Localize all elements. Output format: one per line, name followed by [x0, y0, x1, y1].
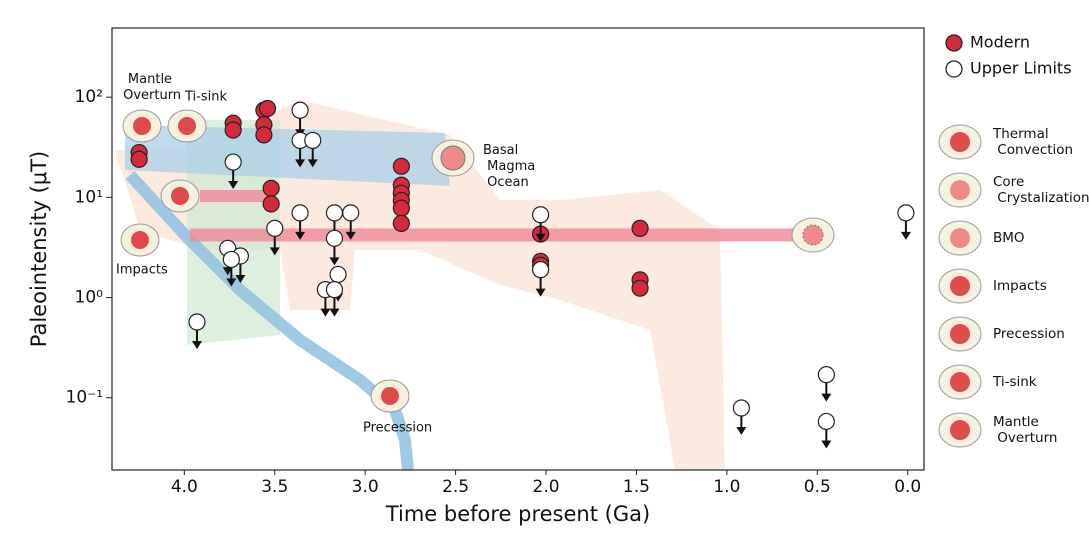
limit-arrow-head: [320, 308, 331, 317]
mechanism-label: Precession: [993, 326, 1065, 342]
x-tick-label: 0.5: [804, 477, 831, 497]
x-axis-label: Time before present (Ga): [385, 502, 650, 526]
limit-arrow-head: [535, 288, 546, 297]
data-point: [817, 412, 835, 431]
data-point: [532, 206, 550, 224]
legend-label: Upper Limits: [970, 59, 1072, 78]
annotation: Ti-sink: [184, 90, 227, 105]
y-axis-label: Paleointensity (μT): [27, 151, 51, 348]
data-point: [325, 281, 344, 299]
x-tick-label: 3.0: [352, 477, 379, 497]
annotation: Impacts: [116, 263, 168, 278]
x-tick-label: 2.0: [533, 477, 560, 497]
mechanism-icons: [120, 109, 835, 413]
legend-icon-core: [950, 324, 970, 344]
limit-arrow-head: [329, 257, 340, 266]
data-point: [392, 199, 410, 217]
legend-marker: [945, 34, 963, 52]
data-point: [258, 99, 277, 118]
x-tick-label: 3.5: [261, 477, 288, 497]
limit-arrow-head: [191, 341, 202, 350]
data-point: [329, 265, 347, 284]
limit-arrow-head: [821, 393, 832, 402]
limit-arrow-head: [228, 181, 239, 190]
data-point: [392, 157, 410, 175]
y-tick-label: 10¹: [75, 187, 103, 207]
x-tick-label: 0.0: [894, 477, 921, 497]
annotation: Basal Magma Ocean: [483, 143, 535, 190]
data-point: [291, 204, 309, 222]
x-tick-label: 2.5: [442, 477, 469, 497]
x-tick-label: 1.5: [623, 477, 650, 497]
x-tick-label: 4.0: [171, 477, 198, 497]
legend-icon-core: [950, 276, 970, 296]
limit-arrow-head: [295, 159, 306, 168]
icon-core: [178, 117, 196, 135]
legend-icon-core: [950, 180, 970, 200]
data-point: [392, 214, 410, 232]
limit-arrow-head: [821, 440, 832, 449]
data-point: [262, 195, 280, 213]
data-point: [732, 399, 750, 417]
data-point: [224, 121, 242, 139]
legend-icon-core: [950, 372, 970, 392]
limit-arrow-head: [222, 267, 233, 276]
data-point: [291, 101, 309, 119]
legend-icon-core: [950, 132, 970, 152]
data-point: [255, 126, 273, 144]
mechanism-label: Core Crystalization: [993, 174, 1089, 206]
data-point: [631, 219, 649, 237]
legend-icon-core: [950, 228, 970, 248]
legend-label: Modern: [970, 33, 1030, 52]
data-point: [222, 250, 240, 269]
limit-arrow-head: [235, 274, 246, 283]
legend-marker: [945, 60, 963, 78]
limit-arrow-head: [345, 231, 356, 240]
data-point: [304, 131, 322, 150]
data-point: [897, 204, 915, 222]
limit-arrow-head: [535, 233, 546, 242]
icon-core: [440, 145, 466, 171]
data-point: [325, 229, 344, 247]
mechanism-legend-icons: [938, 124, 982, 448]
blue-curve: [125, 170, 414, 471]
x-tick-label: 1.0: [713, 477, 740, 497]
data-point: [817, 366, 835, 384]
limit-arrow-head: [329, 308, 340, 317]
mechanism-label: Mantle Overturn: [993, 414, 1057, 446]
mechanism-label: Impacts: [993, 278, 1047, 294]
data-point: [266, 219, 284, 237]
icon-core: [802, 224, 824, 246]
data-point: [224, 153, 242, 171]
blue-band: [125, 125, 450, 186]
limit-arrow-head: [900, 231, 911, 240]
data-point: [532, 261, 550, 279]
mechanism-label: BMO: [993, 230, 1025, 246]
data-point: [325, 204, 344, 222]
data-point: [188, 313, 206, 331]
y-tick-label: 10⁰: [75, 288, 104, 308]
mechanism-label: Thermal Convection: [992, 126, 1073, 158]
limit-arrow-head: [226, 278, 237, 287]
data-point: [130, 150, 148, 168]
icon-core: [171, 187, 189, 205]
data-point: [342, 204, 360, 222]
annotation: Mantle Overturn: [119, 72, 181, 103]
icon-core: [381, 387, 399, 405]
limit-arrow-head: [736, 426, 747, 435]
limit-arrow-head: [307, 159, 318, 168]
limit-arrow-head: [269, 247, 280, 256]
legend-icon-core: [950, 420, 970, 440]
y-tick-label: 10⁻¹: [66, 388, 103, 408]
annotation: Precession: [363, 421, 432, 436]
mechanism-label: Ti-sink: [992, 374, 1037, 390]
plot-frame: [111, 27, 925, 471]
data-point: [262, 179, 280, 197]
icon-core: [133, 117, 151, 135]
data-point: [631, 279, 649, 297]
limit-arrow-head: [295, 231, 306, 240]
icon-core: [131, 231, 149, 249]
y-tick-label: 10²: [75, 87, 103, 107]
